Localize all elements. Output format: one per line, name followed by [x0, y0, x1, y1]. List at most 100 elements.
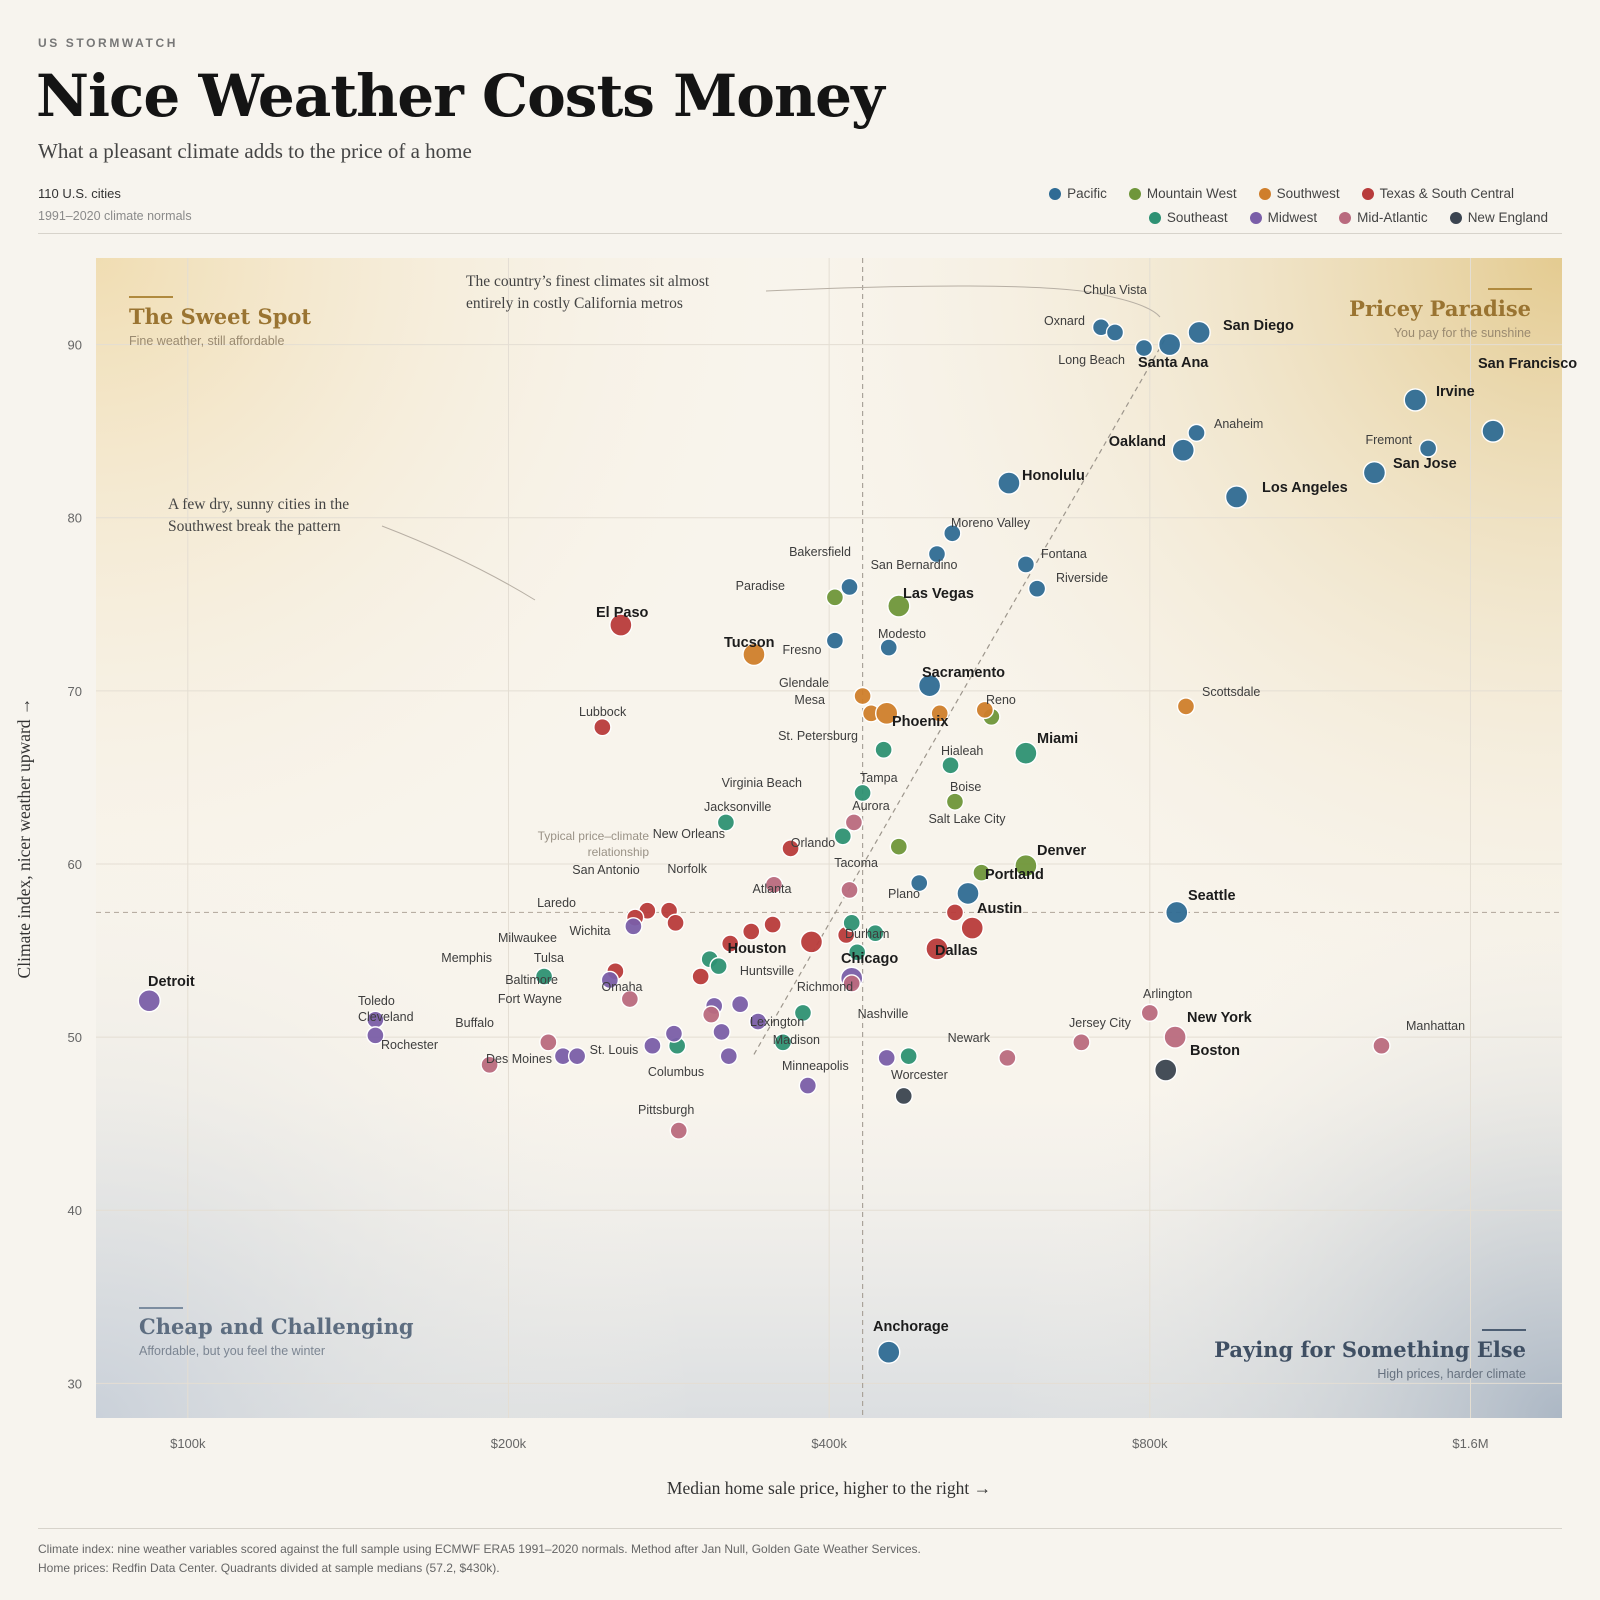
- label-columbus: Columbus: [648, 1065, 704, 1079]
- point-garland: [721, 934, 740, 953]
- point-madison: [877, 1048, 896, 1068]
- label-long-beach: Long Beach: [1058, 353, 1125, 367]
- point-salt-lake-city: [972, 863, 991, 882]
- x-tick-label: $400k: [811, 1436, 847, 1451]
- y-tick-label: 30: [68, 1376, 82, 1391]
- kicker: US STORMWATCH: [38, 36, 179, 50]
- label-oakland: Oakland: [1109, 434, 1166, 450]
- label-plano: Plano: [888, 887, 920, 901]
- label-baltimore: Baltimore: [505, 973, 558, 987]
- label-modesto: Modesto: [878, 627, 926, 641]
- label-anaheim: Anaheim: [1214, 417, 1263, 431]
- point-san-jose: [1362, 460, 1387, 485]
- legend-swatch: [1049, 187, 1062, 200]
- point-st-louis: [664, 1024, 684, 1043]
- point-milwaukee: [624, 917, 643, 936]
- point-tacoma: [910, 873, 929, 893]
- point-raleigh: [840, 880, 859, 900]
- point-buffalo: [539, 1033, 558, 1052]
- page-title: Nice Weather Costs Money: [36, 62, 885, 130]
- legend-label: Southeast: [1166, 210, 1228, 225]
- y-tick-label: 90: [68, 338, 82, 353]
- point-gilbert: [975, 700, 995, 720]
- label-arlington: Arlington: [1143, 987, 1192, 1001]
- point-shreveport: [691, 967, 710, 986]
- label-paradise: Paradise: [736, 579, 785, 593]
- header-divider: [38, 233, 1562, 234]
- label-madison: Madison: [773, 1033, 820, 1047]
- point-fort-wayne: [712, 1022, 731, 1042]
- trend-annotation-line-1: Typical price–climate: [538, 829, 650, 843]
- point-newark: [998, 1048, 1017, 1068]
- label-glendale: Glendale: [779, 676, 829, 690]
- point-tucson: [742, 642, 766, 667]
- y-tick-label: 80: [68, 511, 82, 526]
- label-lubbock: Lubbock: [579, 705, 627, 719]
- point-boston: [1154, 1058, 1178, 1082]
- label-las-vegas: Las Vegas: [903, 586, 974, 602]
- point-detroit: [137, 989, 161, 1013]
- trend-annotation-line-2: relationship: [588, 845, 650, 859]
- legend-label: Texas & South Central: [1379, 186, 1514, 201]
- point-indianapolis: [748, 1012, 768, 1031]
- label-san-jose: San Jose: [1393, 456, 1457, 472]
- label-memphis: Memphis: [441, 951, 492, 965]
- label-fremont: Fremont: [1365, 433, 1412, 447]
- label-fort-wayne: Fort Wayne: [498, 992, 562, 1006]
- point-philadelphia: [702, 1005, 721, 1024]
- point-fresno: [825, 631, 845, 650]
- label-tacoma: Tacoma: [834, 856, 878, 870]
- label-salt-lake-city: Salt Lake City: [928, 812, 1006, 826]
- point-riverside: [1027, 579, 1047, 598]
- label-tulsa: Tulsa: [534, 951, 564, 965]
- label-fontana: Fontana: [1041, 547, 1087, 561]
- point-paradise: [825, 588, 845, 607]
- point-jersey-city: [1072, 1033, 1091, 1052]
- point-lexington: [773, 1033, 793, 1052]
- label-nashville: Nashville: [858, 1007, 909, 1021]
- point-orlando: [833, 827, 853, 846]
- footnote-method: Climate index: nine weather variables sc…: [38, 1542, 921, 1556]
- label-omaha: Omaha: [602, 980, 643, 994]
- legend-swatch: [1128, 187, 1141, 200]
- annotations: The country’s finest climates sit almost…: [168, 273, 1161, 859]
- legend-swatch: [1258, 187, 1271, 200]
- label-toledo: Toledo: [358, 994, 395, 1008]
- footnote-source: Home prices: Redfin Data Center. Quadran…: [38, 1561, 500, 1575]
- legend-item-pacific: Pacific: [1049, 186, 1107, 201]
- point-san-francisco: [1481, 419, 1505, 443]
- point-denver: [1014, 854, 1038, 878]
- x-tick-label: $1.6M: [1452, 1436, 1488, 1451]
- label-mesa: Mesa: [794, 693, 825, 707]
- point-atlanta: [842, 913, 861, 933]
- point-wichita: [600, 970, 620, 990]
- point-cleveland: [366, 1026, 385, 1045]
- scatter-chart: The Sweet Spot Fine weather, still afford…: [14, 258, 1577, 1498]
- label-lexington: Lexington: [750, 1015, 804, 1029]
- label-moreno-valley: Moreno Valley: [951, 516, 1031, 530]
- label-virginia-beach: Virginia Beach: [722, 776, 802, 790]
- x-tick-label: $100k: [170, 1436, 206, 1451]
- label-santa-ana: Santa Ana: [1138, 355, 1209, 371]
- y-axis-title: Climate index, nicer weather upward →: [14, 698, 34, 979]
- point-grand-rapids: [567, 1046, 587, 1066]
- label-pittsburgh: Pittsburgh: [638, 1103, 694, 1117]
- point-tampa: [853, 783, 872, 803]
- point-baltimore: [620, 989, 640, 1009]
- legend-item-midwest: Midwest: [1249, 210, 1317, 225]
- y-tick-label: 40: [68, 1203, 82, 1218]
- label-norfolk: Norfolk: [667, 862, 707, 876]
- point-dallas: [925, 937, 949, 961]
- sample-size: 110 U.S. cities: [38, 186, 121, 201]
- legend-item-southeast: Southeast: [1148, 210, 1228, 225]
- point-jacksonville: [716, 813, 736, 832]
- legend-item-mountain-west: Mountain West: [1128, 186, 1237, 201]
- label-chicago: Chicago: [841, 951, 898, 967]
- label-wichita: Wichita: [570, 924, 611, 938]
- point-arlington: [1140, 1003, 1160, 1023]
- label-des-moines: Des Moines: [486, 1052, 552, 1066]
- point-modesto: [879, 638, 898, 657]
- label-boston: Boston: [1190, 1043, 1240, 1059]
- point-charlotte: [866, 924, 885, 943]
